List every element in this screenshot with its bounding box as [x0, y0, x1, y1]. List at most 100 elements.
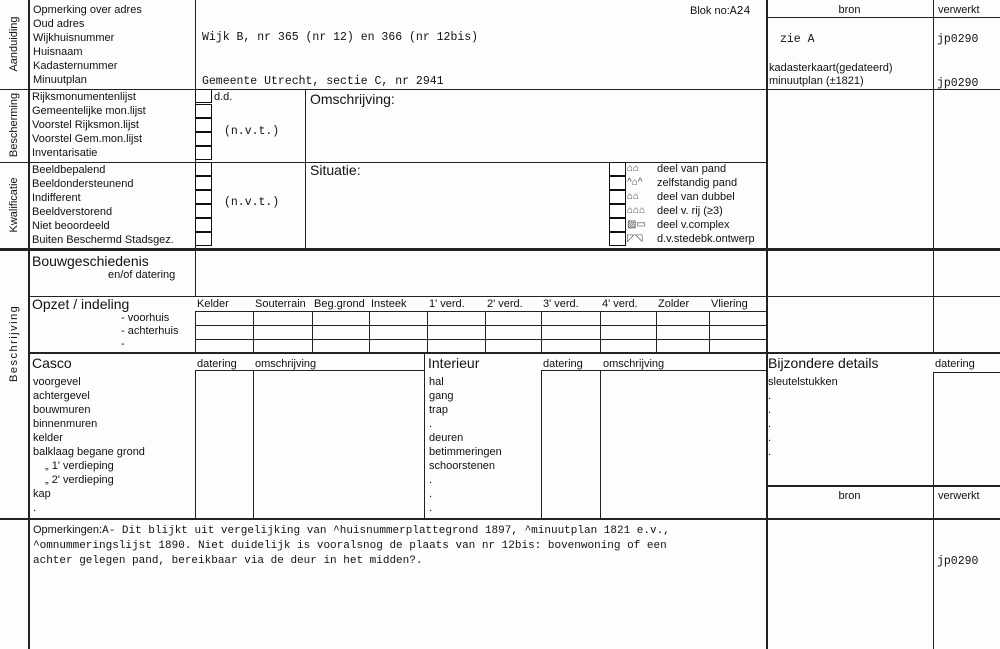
grid-line — [253, 311, 254, 352]
interieur-item: schoorstenen — [429, 460, 496, 472]
checkbox[interactable] — [609, 232, 626, 246]
divider — [0, 89, 1000, 90]
bijzondere-items: sleutelstukken . . . . . — [768, 375, 838, 459]
situatie-option: deel van pand — [657, 163, 727, 175]
opzet-column-header: Zolder — [658, 298, 690, 310]
bescherming-items: Rijksmonumentenlijst Gemeentelijke mon.l… — [32, 90, 146, 160]
blok-label: Blok no:A24 — [690, 5, 751, 18]
bescherming-item: Inventarisatie — [32, 147, 98, 159]
divider — [28, 0, 30, 649]
checkbox[interactable] — [609, 218, 626, 232]
bijzondere-datering-header: datering — [935, 358, 975, 370]
opzet-row-label: - achterhuis — [121, 325, 179, 337]
checkbox[interactable] — [195, 204, 212, 218]
interieur-datering-header: datering — [543, 358, 583, 370]
casco-item: „ 2' verdieping — [45, 474, 114, 486]
bouwgeschiedenis-title: Bouwgeschiedenis — [32, 253, 149, 269]
opzet-column-header: Beg.grond — [314, 298, 365, 310]
interieur-item: trap — [429, 404, 448, 416]
interieur-item: . — [429, 502, 433, 514]
kwalificatie-item: Indifferent — [32, 192, 81, 204]
house-row-icon: ⌂⌂⌂ — [627, 205, 646, 216]
opzet-column-header: 1' verd. — [429, 298, 465, 310]
field-label: Oud adres — [33, 18, 85, 30]
situatie-option: deel van dubbel — [657, 191, 735, 203]
opmerkingen: Opmerkingen:A- Dit blijkt uit vergelijki… — [33, 523, 670, 568]
checkbox[interactable] — [195, 190, 212, 204]
interieur-item: . — [429, 488, 433, 500]
divider — [253, 370, 254, 518]
casco-items: voorgevel achtergevel bouwmuren binnenmu… — [33, 375, 145, 515]
checkbox[interactable] — [195, 104, 212, 118]
grid-line — [541, 311, 542, 352]
checkbox[interactable] — [195, 146, 212, 160]
checkbox[interactable] — [609, 162, 626, 176]
casco-item: . — [33, 502, 37, 514]
grid-line — [195, 325, 766, 326]
bijzondere-item: . — [768, 390, 772, 402]
checkbox[interactable] — [195, 132, 212, 146]
opzet-column-header: 4' verd. — [602, 298, 638, 310]
kwalificatie-item: Buiten Beschermd Stadsgez. — [32, 234, 174, 246]
bescherming-item: Voorstel Rijksmon.lijst — [32, 119, 139, 131]
bescherming-item: Rijksmonumentenlijst — [32, 91, 136, 103]
divider — [541, 370, 542, 518]
omschrijving-label: Omschrijving: — [310, 91, 395, 107]
grid-line — [427, 311, 428, 352]
checkbox[interactable] — [195, 118, 212, 132]
kwalificatie-item: Beeldondersteunend — [32, 178, 134, 190]
checkbox[interactable] — [195, 162, 212, 176]
section-label-kwalificatie: Kwalificatie — [8, 177, 20, 233]
interieur-item: . — [429, 418, 433, 430]
bescherming-item: Gemeentelijke mon.lijst — [32, 105, 146, 117]
checkbox[interactable] — [195, 89, 212, 103]
section-label-beschrijving: Beschrijving — [8, 304, 20, 382]
situatie-option: deel v. rij (≥3) — [657, 205, 723, 217]
casco-item: balklaag begane grond — [33, 446, 145, 458]
checkbox[interactable] — [609, 204, 626, 218]
kwalificatie-item: Beeldverstorend — [32, 206, 113, 218]
verwerkt-header: verwerkt — [938, 490, 980, 502]
checkbox[interactable] — [195, 218, 212, 232]
bijzondere-item: . — [768, 418, 772, 430]
field-label: Opmerking over adres — [33, 4, 142, 16]
checkbox[interactable] — [609, 190, 626, 204]
opzet-column-header: 2' verd. — [487, 298, 523, 310]
minuutplan-value: Gemeente Utrecht, sectie C, nr 2941 — [202, 75, 444, 88]
divider — [541, 370, 766, 371]
bescherming-item: Voorstel Gem.mon.lijst — [32, 133, 143, 145]
opzet-row-label: - voorhuis — [121, 312, 170, 324]
casco-item: binnenmuren — [33, 418, 98, 430]
interieur-item: gang — [429, 390, 454, 402]
urban-design-icon: ◸◹ — [627, 233, 643, 244]
divider — [766, 17, 1000, 18]
checkbox[interactable] — [609, 176, 626, 190]
opzet-column-header: Souterrain — [255, 298, 306, 310]
grid-line — [600, 311, 601, 352]
field-label: Kadasternummer — [33, 60, 118, 72]
section-label-aanduiding: Aanduiding — [8, 16, 20, 72]
bron-header: bron — [838, 490, 861, 502]
interieur-item: betimmeringen — [429, 446, 502, 458]
kwalificatie-item: Niet beoordeeld — [32, 220, 110, 232]
field-label: Wijkhuisnummer — [33, 32, 115, 44]
situatie-label: Situatie: — [310, 162, 361, 178]
bron-header: bron — [838, 4, 861, 16]
grid-line — [766, 311, 767, 352]
checkbox[interactable] — [195, 176, 212, 190]
source-verwerkt: jp0290 — [937, 33, 979, 46]
divider — [0, 518, 1000, 520]
casco-item: bouwmuren — [33, 404, 91, 416]
grid-line — [195, 339, 766, 340]
casco-item: kap — [33, 488, 51, 500]
kwalificatie-item: Beeldbepalend — [32, 164, 106, 176]
interieur-omschrijving-header: omschrijving — [603, 358, 665, 370]
checkbox[interactable] — [195, 232, 212, 246]
opzet-row-label: - — [121, 338, 125, 350]
field-label: Huisnaam — [33, 46, 83, 58]
divider — [766, 485, 1000, 487]
casco-omschrijving-header: omschrijving — [255, 358, 317, 370]
kwalificatie-value: (n.v.t.) — [224, 196, 280, 209]
divider — [766, 0, 768, 649]
complex-icon: ▨▭ — [627, 219, 646, 230]
